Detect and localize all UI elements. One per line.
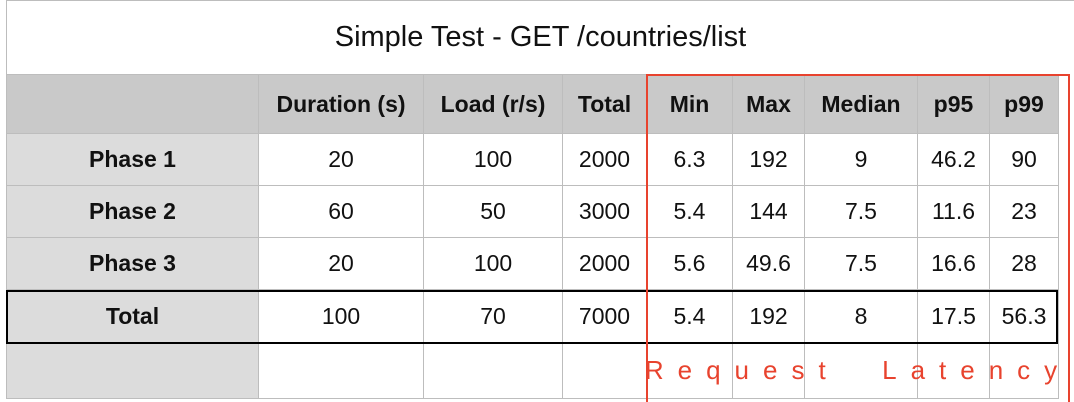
cell: 16.6 bbox=[917, 237, 990, 290]
cell: 46.2 bbox=[917, 133, 990, 186]
table-title: Simple Test - GET /countries/list bbox=[6, 0, 1074, 74]
cell: 192 bbox=[732, 133, 805, 186]
table-row: Phase 3 20 100 2000 5.6 49.6 7.5 16.6 28 bbox=[6, 237, 1059, 290]
cell: 20 bbox=[258, 133, 424, 186]
cell: 9 bbox=[804, 133, 918, 186]
latency-label: Request Latency bbox=[644, 354, 1072, 385]
cell: 2000 bbox=[562, 133, 647, 186]
header-corner bbox=[6, 74, 259, 134]
cell: 6.3 bbox=[646, 133, 733, 186]
cell: 7.5 bbox=[804, 185, 918, 238]
empty-cell bbox=[732, 342, 805, 399]
empty-cell bbox=[258, 342, 424, 399]
header-p95: p95 bbox=[917, 74, 990, 134]
cell: 11.6 bbox=[917, 185, 990, 238]
cell: 5.6 bbox=[646, 237, 733, 290]
row-label: Phase 1 bbox=[6, 133, 259, 186]
row-label: Phase 3 bbox=[6, 237, 259, 290]
header-median: Median bbox=[804, 74, 918, 134]
cell: 28 bbox=[989, 237, 1059, 290]
cell: 49.6 bbox=[732, 237, 805, 290]
cell: 100 bbox=[423, 133, 563, 186]
cell: 100 bbox=[423, 237, 563, 290]
header-duration: Duration (s) bbox=[258, 74, 424, 134]
row-label: Phase 2 bbox=[6, 185, 259, 238]
table-row: Phase 1 20 100 2000 6.3 192 9 46.2 90 bbox=[6, 133, 1059, 186]
results-table: Duration (s) Load (r/s) Total Min Max Me… bbox=[6, 74, 1059, 399]
cell: 2000 bbox=[562, 237, 647, 290]
header-max: Max bbox=[732, 74, 805, 134]
cell: 5.4 bbox=[646, 289, 733, 343]
header-row: Duration (s) Load (r/s) Total Min Max Me… bbox=[6, 74, 1059, 134]
cell: 23 bbox=[989, 185, 1059, 238]
total-row: Total 100 70 7000 5.4 192 8 17.5 56.3 bbox=[6, 289, 1059, 343]
cell: 144 bbox=[732, 185, 805, 238]
cell: 90 bbox=[989, 133, 1059, 186]
empty-cell bbox=[423, 342, 563, 399]
cell: 5.4 bbox=[646, 185, 733, 238]
cell: 50 bbox=[423, 185, 563, 238]
header-p99: p99 bbox=[989, 74, 1059, 134]
cell: 20 bbox=[258, 237, 424, 290]
header-total: Total bbox=[562, 74, 647, 134]
cell: 17.5 bbox=[917, 289, 990, 343]
cell: 3000 bbox=[562, 185, 647, 238]
empty-row bbox=[6, 342, 1059, 399]
cell: 60 bbox=[258, 185, 424, 238]
cell: 192 bbox=[732, 289, 805, 343]
header-load: Load (r/s) bbox=[423, 74, 563, 134]
empty-cell bbox=[562, 342, 647, 399]
table-row: Phase 2 60 50 3000 5.4 144 7.5 11.6 23 bbox=[6, 185, 1059, 238]
cell: 100 bbox=[258, 289, 424, 343]
cell: 7000 bbox=[562, 289, 647, 343]
cell: 70 bbox=[423, 289, 563, 343]
cell: 8 bbox=[804, 289, 918, 343]
cell: 7.5 bbox=[804, 237, 918, 290]
total-row-label: Total bbox=[6, 289, 259, 343]
empty-cell bbox=[6, 342, 259, 399]
cell: 56.3 bbox=[989, 289, 1059, 343]
empty-cell bbox=[917, 342, 990, 399]
header-min: Min bbox=[646, 74, 733, 134]
